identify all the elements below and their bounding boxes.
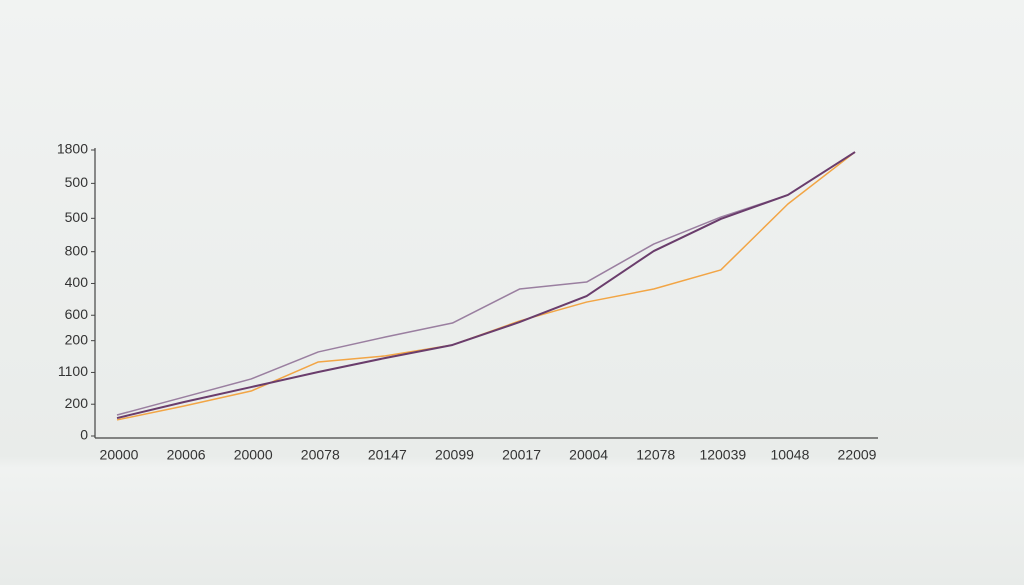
x-tick-label: 22009	[838, 447, 877, 463]
y-tick-label: 1800	[57, 141, 88, 157]
x-tick-label: 20000	[100, 447, 139, 463]
x-tick-label: 10048	[770, 447, 809, 463]
x-tick-label: 12078	[636, 447, 675, 463]
series-line	[116, 151, 856, 421]
y-tick-label: 800	[65, 242, 89, 258]
y-tick-label: 400	[65, 274, 89, 290]
y-tick-label: 200	[65, 395, 89, 411]
x-tick-label: 120039	[699, 447, 746, 463]
y-tick-label: 600	[65, 306, 89, 322]
y-tick-label: 500	[65, 209, 89, 225]
x-tick-label: 20147	[368, 447, 407, 463]
x-tick-label: 20006	[167, 447, 206, 463]
series-line	[116, 151, 856, 420]
series-line	[116, 151, 856, 416]
x-tick-label: 20017	[502, 447, 541, 463]
y-tick-label: 200	[65, 331, 89, 347]
x-tick-label: 20004	[569, 447, 608, 463]
x-tick-label: 20099	[435, 447, 474, 463]
y-tick-label: 0	[80, 427, 88, 443]
x-tick-label: 20000	[234, 447, 273, 463]
y-tick-label: 1100	[58, 363, 88, 379]
x-tick-label: 20078	[301, 447, 340, 463]
y-tick-label: 500	[65, 174, 89, 190]
